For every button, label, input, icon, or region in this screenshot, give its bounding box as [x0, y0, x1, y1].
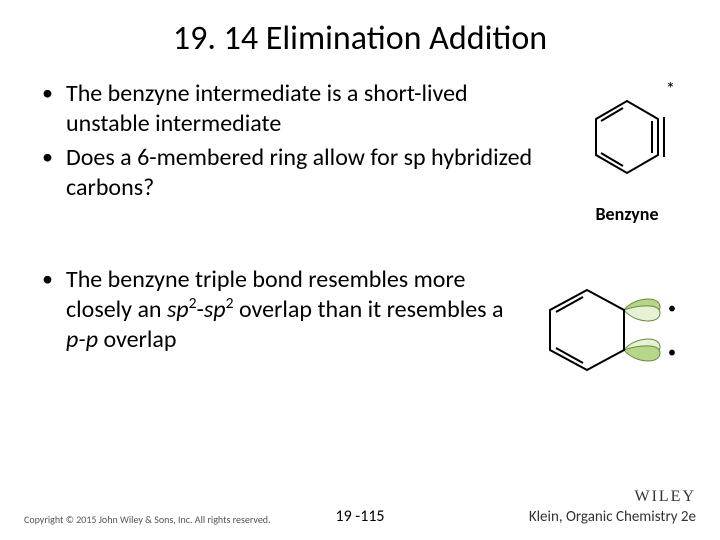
svg-text:•: • [668, 343, 676, 362]
svg-text:*: * [666, 79, 675, 100]
figure-label: Benzyne [595, 203, 658, 225]
publisher-logo: WILEY [529, 488, 696, 506]
orbital-figure: •• [532, 265, 682, 395]
orbital-overlap-icon: •• [532, 265, 682, 395]
bullet-item: The benzyne triple bond resembles more c… [38, 265, 512, 355]
book-title: Klein, Organic Chemistry 2e [529, 508, 696, 526]
bullet-list-2: The benzyne triple bond resembles more c… [38, 265, 512, 359]
benzyne-structure-icon: * [572, 79, 682, 199]
footer: Copyright © 2015 John Wiley & Sons, Inc.… [0, 488, 720, 526]
bullet-item: Does a 6-membered ring allow for sp hybr… [38, 143, 552, 203]
row-2: The benzyne triple bond resembles more c… [38, 265, 682, 395]
slide-title: 19. 14 Elimination Addition [38, 18, 682, 59]
page-number: 19 -115 [335, 507, 384, 526]
bullet-list-1: The benzyne intermediate is a short-live… [38, 79, 552, 207]
benzyne-figure: * Benzyne [572, 79, 682, 225]
footer-right: WILEY Klein, Organic Chemistry 2e [529, 488, 696, 526]
content-area: The benzyne intermediate is a short-live… [38, 79, 682, 395]
bullet-item: The benzyne intermediate is a short-live… [38, 79, 552, 139]
row-1: The benzyne intermediate is a short-live… [38, 79, 682, 225]
slide: 19. 14 Elimination Addition The benzyne … [0, 0, 720, 540]
copyright-text: Copyright © 2015 John Wiley & Sons, Inc.… [24, 513, 271, 526]
svg-text:•: • [668, 299, 676, 318]
